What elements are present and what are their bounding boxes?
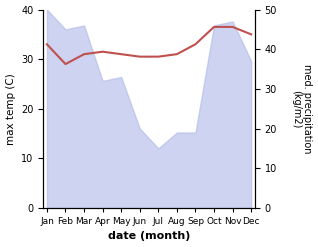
Y-axis label: max temp (C): max temp (C) (5, 73, 16, 144)
Y-axis label: med. precipitation
(kg/m2): med. precipitation (kg/m2) (291, 64, 313, 153)
X-axis label: date (month): date (month) (108, 231, 190, 242)
